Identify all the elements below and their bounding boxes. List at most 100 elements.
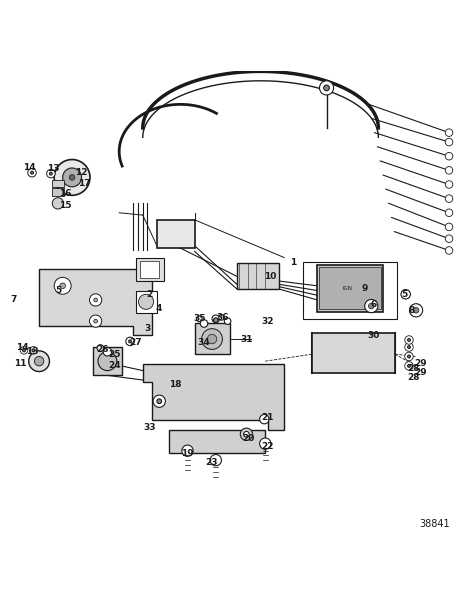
Circle shape: [368, 303, 374, 309]
Bar: [136, 257, 164, 281]
Circle shape: [182, 445, 193, 456]
Text: 13: 13: [47, 165, 59, 173]
Text: 29: 29: [414, 368, 427, 378]
Text: IGN: IGN: [343, 286, 353, 290]
Circle shape: [197, 316, 202, 322]
Text: 23: 23: [205, 458, 218, 467]
Circle shape: [30, 346, 37, 354]
Polygon shape: [39, 270, 152, 335]
Text: 6: 6: [371, 300, 377, 309]
Circle shape: [63, 168, 82, 187]
Text: 29: 29: [414, 359, 427, 368]
Circle shape: [94, 319, 98, 323]
Circle shape: [408, 338, 410, 341]
Circle shape: [445, 129, 453, 136]
Circle shape: [157, 399, 162, 403]
Circle shape: [20, 346, 28, 354]
Text: 2: 2: [146, 290, 153, 299]
Circle shape: [128, 340, 131, 343]
Circle shape: [405, 336, 413, 344]
Text: 12: 12: [75, 168, 88, 177]
Text: 30: 30: [367, 331, 380, 340]
Circle shape: [207, 335, 217, 344]
Circle shape: [240, 428, 253, 440]
Circle shape: [90, 315, 102, 327]
Circle shape: [408, 355, 410, 358]
Circle shape: [103, 348, 112, 356]
Circle shape: [90, 294, 102, 306]
Text: 7: 7: [10, 295, 17, 305]
Text: 4: 4: [156, 304, 163, 313]
Circle shape: [413, 308, 419, 313]
Text: 16: 16: [59, 189, 71, 198]
Text: 11: 11: [14, 359, 27, 368]
Bar: [312, 333, 395, 373]
Text: 25: 25: [108, 349, 121, 359]
Text: 36: 36: [217, 313, 229, 322]
Circle shape: [35, 357, 44, 366]
Bar: [317, 265, 383, 312]
Circle shape: [445, 209, 453, 217]
Text: 33: 33: [144, 422, 156, 432]
Circle shape: [445, 138, 453, 146]
Text: 27: 27: [129, 338, 142, 347]
Text: 18: 18: [170, 380, 182, 389]
Text: 35: 35: [193, 314, 206, 324]
Text: 17: 17: [78, 179, 90, 188]
Circle shape: [401, 290, 410, 299]
Text: 21: 21: [261, 413, 274, 422]
Circle shape: [94, 298, 98, 302]
Circle shape: [445, 235, 453, 243]
Circle shape: [200, 320, 208, 327]
Text: 28: 28: [408, 363, 420, 373]
Bar: [319, 267, 381, 309]
Bar: [303, 262, 397, 319]
Circle shape: [49, 173, 52, 175]
Circle shape: [224, 318, 231, 324]
Circle shape: [153, 395, 165, 407]
Circle shape: [365, 300, 378, 313]
Circle shape: [319, 81, 334, 95]
Text: 26: 26: [96, 345, 109, 354]
Bar: [195, 324, 230, 354]
Circle shape: [201, 328, 222, 349]
Bar: [52, 181, 64, 187]
Circle shape: [405, 352, 413, 360]
Text: 31: 31: [240, 335, 253, 344]
Circle shape: [213, 318, 218, 322]
Circle shape: [408, 346, 410, 349]
Bar: [140, 262, 159, 278]
Circle shape: [98, 352, 117, 371]
Circle shape: [23, 349, 26, 352]
Text: 9: 9: [361, 284, 367, 293]
Circle shape: [46, 169, 55, 178]
Circle shape: [69, 174, 75, 181]
Text: 3: 3: [145, 324, 151, 333]
Circle shape: [54, 278, 71, 294]
Bar: [237, 263, 279, 289]
Circle shape: [445, 247, 453, 254]
Circle shape: [52, 198, 64, 209]
Bar: [157, 220, 195, 248]
Circle shape: [210, 454, 221, 466]
Text: 22: 22: [261, 441, 274, 451]
Bar: [52, 188, 64, 196]
Text: 34: 34: [198, 338, 210, 347]
Circle shape: [28, 168, 36, 177]
Text: 24: 24: [108, 362, 121, 370]
Circle shape: [445, 152, 453, 160]
Circle shape: [445, 223, 453, 231]
Circle shape: [97, 344, 104, 351]
Text: 15: 15: [59, 201, 71, 210]
Circle shape: [29, 351, 49, 371]
Circle shape: [445, 166, 453, 174]
Bar: [136, 292, 157, 313]
Text: 5: 5: [401, 290, 408, 299]
Circle shape: [445, 181, 453, 188]
Text: 8: 8: [408, 306, 414, 315]
Circle shape: [244, 432, 249, 437]
Circle shape: [410, 304, 423, 317]
Circle shape: [219, 314, 224, 320]
Text: 19: 19: [181, 449, 194, 457]
Circle shape: [408, 365, 410, 367]
